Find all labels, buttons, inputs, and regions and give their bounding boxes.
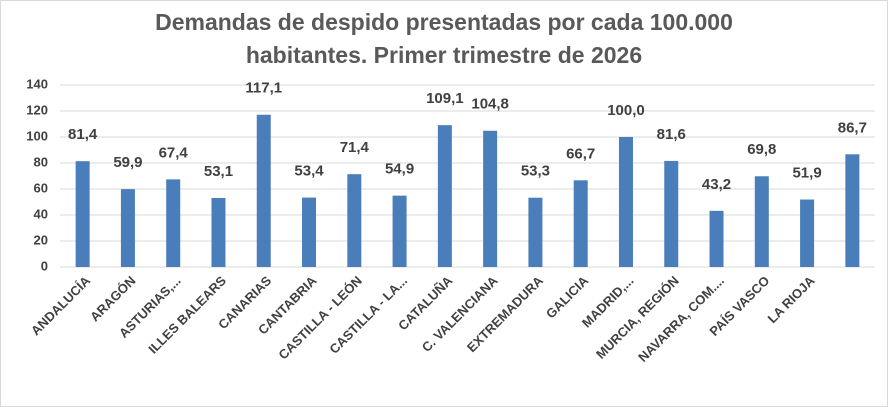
- bar: [211, 197, 226, 267]
- y-tick-label: 40: [34, 206, 48, 221]
- chart-title: Demandas de despido presentadas por cada…: [155, 9, 733, 68]
- value-label: 66,7: [566, 145, 595, 162]
- value-label: 69,8: [747, 141, 776, 158]
- value-label: 53,4: [294, 163, 324, 180]
- value-label: 67,4: [159, 144, 189, 161]
- bar: [754, 176, 769, 267]
- bar: [437, 125, 452, 267]
- value-label: 109,1: [426, 90, 464, 107]
- bar: [483, 130, 498, 267]
- bar: [800, 199, 815, 267]
- bar: [392, 195, 407, 267]
- value-label: 54,9: [385, 161, 414, 178]
- value-label: 53,3: [521, 163, 550, 180]
- value-label: 104,8: [471, 96, 509, 113]
- bar: [75, 161, 90, 267]
- value-label: 71,4: [340, 139, 370, 156]
- value-label: 59,9: [113, 154, 142, 171]
- y-tick-label: 120: [26, 102, 48, 117]
- y-tick-label: 140: [26, 76, 48, 91]
- bar: [166, 179, 181, 267]
- value-label: 81,6: [657, 126, 686, 143]
- bar: [256, 114, 271, 268]
- value-label: 81,4: [68, 126, 98, 143]
- value-label: 86,7: [838, 119, 867, 136]
- bar: [528, 197, 543, 267]
- y-tick-label: 20: [34, 232, 48, 247]
- value-label: 100,0: [607, 102, 645, 119]
- bar: [845, 154, 860, 267]
- value-label: 43,2: [702, 176, 731, 193]
- bar: [618, 137, 633, 267]
- bar: [664, 160, 679, 267]
- value-label: 51,9: [792, 164, 821, 181]
- bar: [302, 197, 317, 267]
- value-label: 53,1: [204, 163, 233, 180]
- y-tick-label: 80: [34, 154, 48, 169]
- bar: [573, 180, 588, 267]
- y-tick-label: 60: [34, 180, 48, 195]
- bar: [709, 210, 724, 267]
- bar: [347, 174, 362, 267]
- y-tick-label: 100: [26, 128, 48, 143]
- bar: [120, 189, 135, 267]
- y-tick-label: 0: [41, 258, 48, 273]
- value-label: 117,1: [245, 80, 282, 97]
